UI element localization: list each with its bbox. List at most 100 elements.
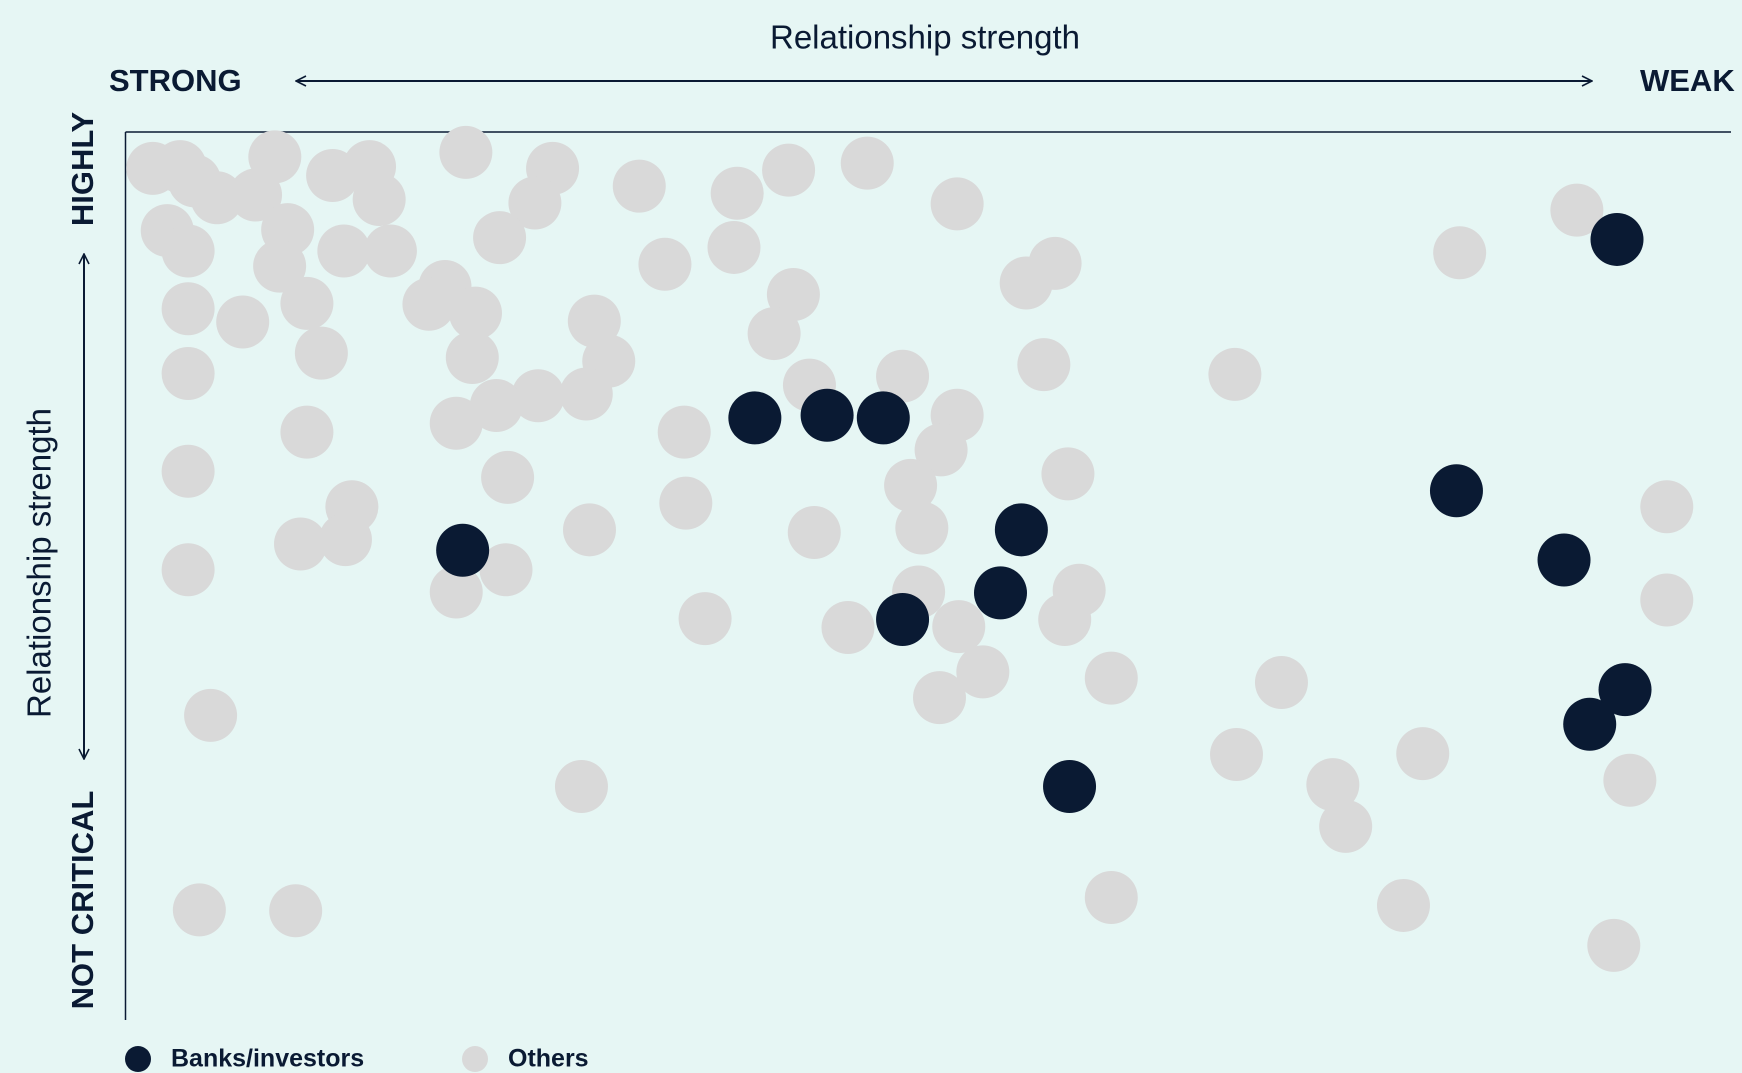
- point: [1563, 697, 1617, 751]
- point: [1254, 656, 1308, 710]
- point: [317, 224, 371, 278]
- point: [876, 349, 930, 403]
- point: [253, 239, 307, 293]
- point: [1376, 878, 1430, 932]
- point: [1640, 573, 1694, 627]
- point: [1396, 727, 1450, 781]
- point: [1433, 226, 1487, 280]
- point: [352, 172, 406, 226]
- point: [280, 405, 334, 459]
- point: [511, 369, 565, 423]
- point: [914, 423, 968, 477]
- point: [269, 884, 323, 938]
- point: [657, 405, 711, 459]
- point: [1550, 183, 1604, 237]
- point: [678, 592, 732, 646]
- point: [787, 505, 841, 559]
- point: [1084, 651, 1138, 705]
- point: [638, 237, 692, 291]
- point: [479, 543, 533, 597]
- point: [280, 276, 334, 330]
- point: [429, 565, 483, 619]
- y-axis-end: NOT CRITICAL: [65, 791, 100, 1010]
- point: [508, 176, 562, 230]
- point: [912, 671, 966, 725]
- point: [248, 130, 302, 184]
- point: [821, 601, 875, 655]
- point: [840, 136, 894, 190]
- point: [172, 883, 226, 937]
- point: [1587, 918, 1641, 972]
- point: [747, 307, 801, 361]
- point: [554, 759, 608, 813]
- point: [161, 282, 215, 336]
- point: [932, 600, 986, 654]
- point: [161, 347, 215, 401]
- point: [766, 268, 820, 322]
- legend-swatch: [125, 1046, 151, 1072]
- point: [559, 367, 613, 421]
- point: [884, 458, 938, 512]
- point: [930, 177, 984, 231]
- point: [1537, 533, 1591, 587]
- point: [318, 513, 372, 567]
- point: [973, 566, 1027, 620]
- y-axis-start: HIGHLY: [65, 112, 100, 227]
- point: [876, 593, 930, 647]
- point: [161, 224, 215, 278]
- legend-label: Banks/investors: [171, 1045, 364, 1073]
- point: [956, 645, 1010, 699]
- point: [184, 688, 238, 742]
- point: [1429, 464, 1483, 518]
- point: [448, 286, 502, 340]
- point: [1598, 663, 1652, 717]
- x-axis-start: STRONG: [109, 63, 242, 98]
- point: [429, 396, 483, 450]
- point: [161, 543, 215, 597]
- point: [469, 379, 523, 433]
- point: [707, 220, 761, 274]
- point: [216, 295, 270, 349]
- point: [473, 211, 527, 265]
- point: [363, 224, 417, 278]
- legend: Banks/investors Others: [125, 1045, 589, 1073]
- point: [161, 444, 215, 498]
- point: [1603, 753, 1657, 807]
- y-axis-title: Relationship strength: [21, 408, 58, 718]
- point: [1041, 447, 1095, 501]
- point: [994, 503, 1048, 557]
- point: [1084, 870, 1138, 924]
- point: [445, 331, 499, 385]
- x-axis-end: WEAK: [1640, 63, 1735, 98]
- point: [1208, 347, 1262, 401]
- point: [294, 326, 348, 380]
- point: [481, 450, 535, 504]
- point: [1017, 338, 1071, 392]
- point: [436, 523, 490, 577]
- point: [1306, 758, 1360, 812]
- point: [1210, 727, 1264, 781]
- point: [895, 501, 949, 555]
- point: [402, 277, 456, 331]
- point: [562, 503, 616, 557]
- point: [710, 166, 764, 220]
- point: [190, 171, 244, 225]
- point: [800, 388, 854, 442]
- point: [273, 517, 327, 571]
- point: [659, 476, 713, 530]
- point: [567, 294, 621, 348]
- point: [1590, 212, 1644, 266]
- point: [728, 391, 782, 445]
- point: [856, 391, 910, 445]
- legend-swatch: [462, 1046, 488, 1072]
- x-axis-title: Relationship strength: [770, 19, 1080, 56]
- point: [1043, 759, 1097, 813]
- point: [1640, 480, 1694, 534]
- point: [439, 125, 493, 179]
- points: [126, 125, 1694, 972]
- legend-label: Others: [508, 1045, 589, 1073]
- point: [1319, 799, 1373, 853]
- point: [612, 159, 666, 213]
- point: [762, 143, 816, 197]
